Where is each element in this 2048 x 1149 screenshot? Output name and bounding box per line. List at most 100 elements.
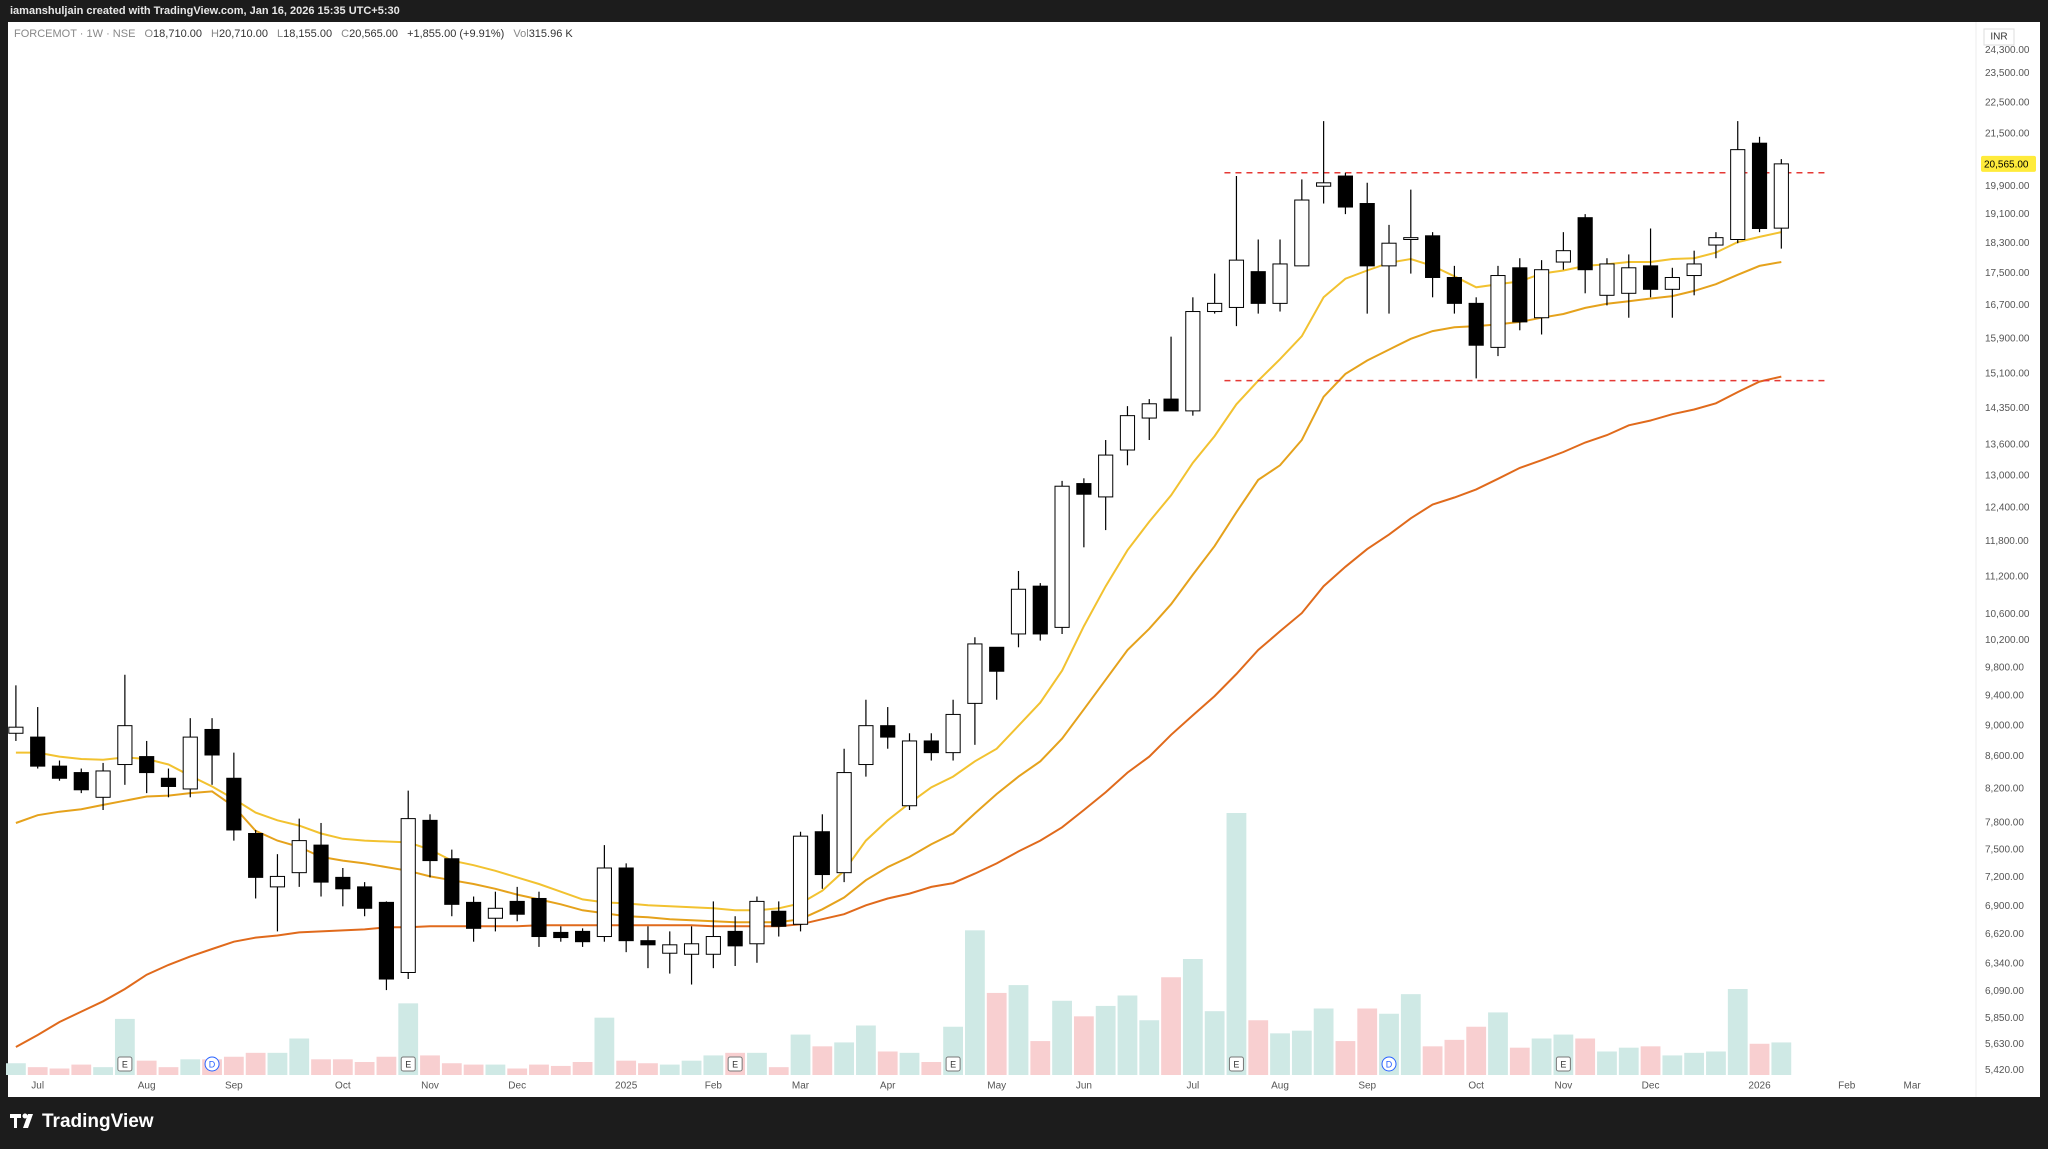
y-tick-label: 10,600.00 <box>1985 609 2030 620</box>
event-marker <box>727 1056 743 1072</box>
volume-bar <box>1727 989 1748 1075</box>
event-label: E <box>122 1059 128 1069</box>
y-tick-label: 13,600.00 <box>1985 440 2030 451</box>
candle-body <box>1642 265 1659 290</box>
candle-body <box>400 818 416 973</box>
y-tick-label: 9,000.00 <box>1985 720 2024 731</box>
candle-body <box>880 725 896 738</box>
candle-body <box>858 725 874 766</box>
change: +1,855.00 (+9.91%) <box>407 28 505 40</box>
x-tick-label: Aug <box>138 1081 156 1092</box>
volume-bar <box>1466 1026 1487 1075</box>
candle-body <box>1533 269 1550 319</box>
volume-bar <box>1444 1039 1465 1075</box>
volume-bar <box>550 1065 571 1075</box>
candle-body <box>1381 242 1397 267</box>
candle-body <box>73 772 89 791</box>
x-tick-label: Nov <box>421 1081 439 1092</box>
event-label: E <box>950 1059 956 1069</box>
candle-body <box>596 867 612 938</box>
candle-body <box>1316 182 1332 187</box>
candle-body <box>553 931 569 939</box>
volume-bar <box>1291 1030 1312 1075</box>
x-tick-label: Jul <box>31 1081 44 1092</box>
ohlc-value: 18,155.00 <box>283 28 333 40</box>
volume-bar <box>1575 1038 1596 1075</box>
candle-body <box>509 900 525 915</box>
moving-average-line <box>15 375 1782 1048</box>
ohlc-label: H <box>211 28 219 40</box>
candle-body <box>771 910 787 927</box>
y-tick-label: 5,420.00 <box>1985 1065 2024 1076</box>
x-tick-label: 2026 <box>1748 1081 1771 1092</box>
x-tick-label: Mar <box>1903 1081 1921 1092</box>
y-tick-label: 15,100.00 <box>1985 369 2030 380</box>
y-tick-label: 7,800.00 <box>1985 818 2024 829</box>
candle-body <box>683 943 700 955</box>
volume-bar <box>1226 813 1247 1075</box>
candle-body <box>182 736 198 790</box>
volume-bar <box>136 1060 157 1075</box>
legend-header: FORCEMOT · 1W · NSE O18,710.00 H20,710.0… <box>14 28 573 40</box>
candle-body <box>1141 403 1157 419</box>
candle-body <box>1425 235 1441 278</box>
volume-bar <box>1422 1046 1443 1075</box>
volume-bar <box>1662 1055 1683 1075</box>
volume-bar <box>965 930 985 1075</box>
candle-body <box>923 740 939 754</box>
y-tick-label: 6,090.00 <box>1985 986 2024 997</box>
volume-bar <box>790 1034 811 1075</box>
volume-bar <box>93 1067 113 1075</box>
candle-body <box>574 930 591 943</box>
candle-body <box>1773 163 1789 229</box>
volume-bar <box>1640 1046 1661 1075</box>
volume-bar <box>1400 994 1421 1075</box>
event-marker <box>1228 1056 1244 1072</box>
candle-body <box>378 901 395 980</box>
volume-bar <box>986 992 1007 1075</box>
candle-body <box>444 858 460 905</box>
candle-body <box>1468 302 1484 346</box>
event-label: D <box>1386 1059 1393 1069</box>
ohlc-label: L <box>277 28 284 40</box>
y-tick-label: 8,200.00 <box>1985 784 2024 795</box>
volume-bar <box>1597 1051 1617 1075</box>
currency-box <box>1983 28 2015 46</box>
volume-bar <box>311 1059 331 1075</box>
candle-body <box>1512 267 1528 323</box>
volume-bar <box>1488 1012 1508 1075</box>
moving-average-line <box>15 261 1782 924</box>
candle-body <box>226 777 242 831</box>
candle-body <box>814 831 830 876</box>
event-marker <box>400 1056 416 1072</box>
moving-average-line <box>15 231 1782 912</box>
chart-background <box>8 22 2040 1097</box>
volume-bar <box>267 1052 288 1075</box>
volume-bar <box>899 1052 920 1075</box>
candle-body <box>117 725 133 766</box>
volume-bar <box>1117 995 1138 1075</box>
logo-part <box>10 1114 21 1128</box>
volume-bar <box>1030 1041 1051 1075</box>
candle-body <box>204 728 220 756</box>
candle-body <box>1228 259 1245 308</box>
ohlc-value: 20,565.00 <box>349 28 399 40</box>
x-tick-label: Oct <box>1468 1081 1484 1092</box>
candle-body <box>1294 199 1310 267</box>
volume-bar <box>420 1055 440 1075</box>
volume-bar <box>507 1068 528 1075</box>
candle-body <box>967 643 983 704</box>
y-tick-label: 6,900.00 <box>1985 901 2024 912</box>
event-marker <box>1555 1056 1571 1072</box>
y-tick-label: 19,900.00 <box>1985 181 2030 192</box>
event-marker <box>117 1056 133 1072</box>
event-marker <box>204 1056 220 1072</box>
volume-bar <box>877 1051 898 1075</box>
event-marker <box>945 1056 961 1072</box>
volume-bar <box>1161 977 1181 1075</box>
x-tick-label: Aug <box>1271 1081 1289 1092</box>
y-tick-label: 10,200.00 <box>1985 635 2030 646</box>
volume-bar <box>1509 1047 1530 1075</box>
volume-bar <box>856 1025 876 1075</box>
candle-body <box>662 944 678 954</box>
